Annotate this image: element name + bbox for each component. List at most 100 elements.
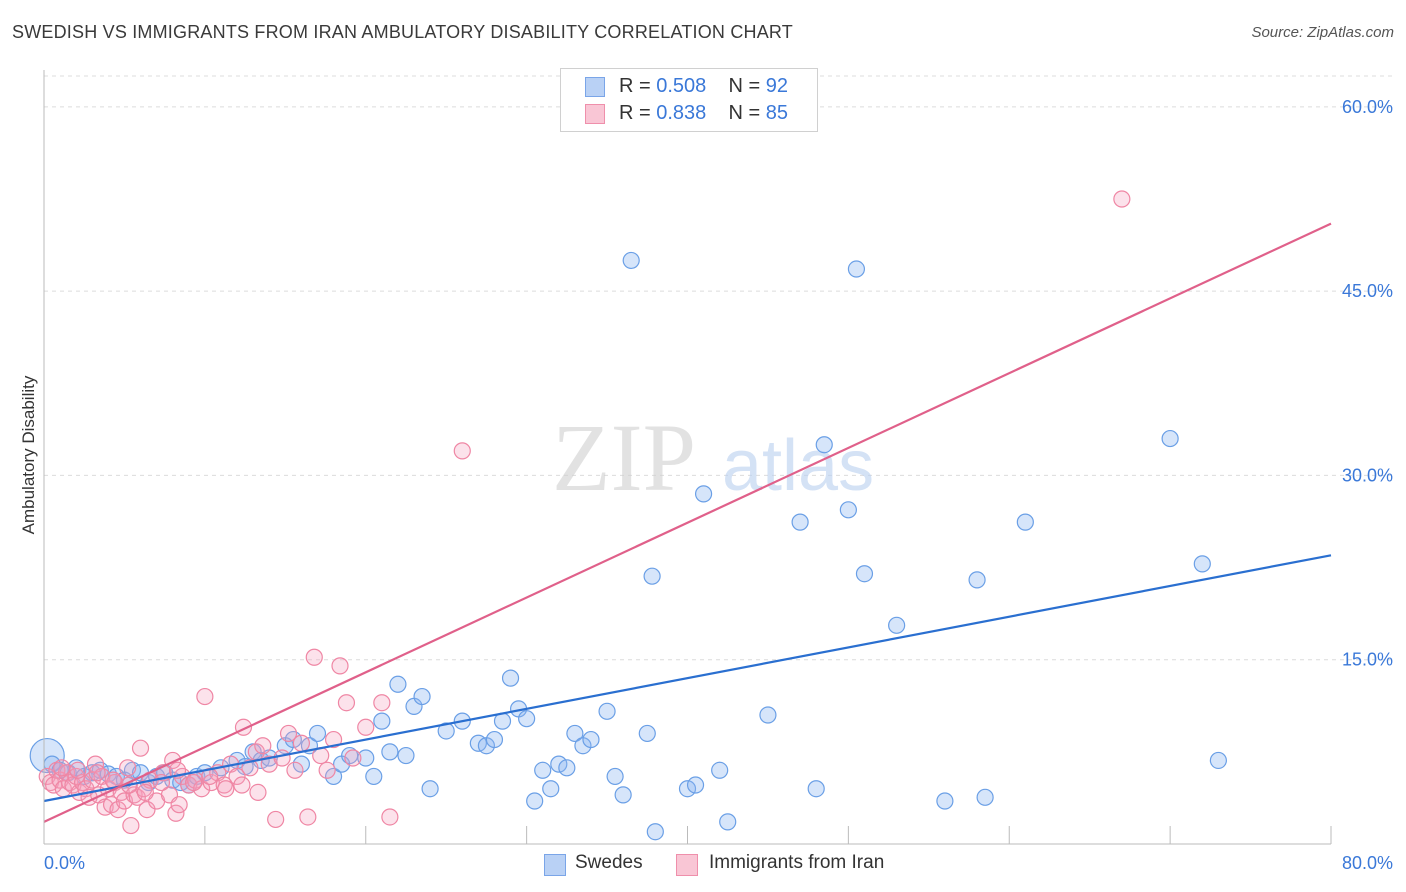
iran-swatch	[676, 854, 698, 876]
axes: 15.0% 30.0% 45.0% 60.0% 0.0% 80.0%	[43, 70, 1393, 873]
grid-lines	[44, 75, 1392, 661]
n-label: N =	[728, 75, 761, 97]
iran-swatch	[585, 104, 605, 124]
iran-point	[185, 773, 203, 792]
iran-point	[254, 737, 272, 755]
swedes-point	[791, 513, 809, 531]
watermark-zip: ZIP	[552, 404, 696, 511]
swedes-point	[719, 813, 737, 831]
watermark-atlas: atlas	[722, 426, 874, 506]
iran-point	[233, 776, 251, 794]
iran-point	[88, 764, 106, 782]
swedes-swatch	[585, 77, 605, 97]
swedes-point	[292, 755, 310, 773]
swedes-point	[815, 436, 833, 454]
swedes-point	[888, 616, 906, 634]
swedes-point	[1209, 751, 1227, 770]
swedes-point	[1161, 429, 1179, 448]
swedes-point	[839, 501, 857, 519]
swedes-point	[501, 669, 520, 687]
iran-point	[249, 783, 267, 802]
swedes-point	[694, 485, 713, 503]
iran-point	[373, 694, 391, 712]
iran-point	[228, 767, 246, 786]
iran-point	[381, 808, 399, 826]
iran-point	[53, 759, 71, 777]
iran-point	[1113, 190, 1131, 208]
swedes-swatch	[544, 854, 566, 876]
y-tick-label: 30.0%	[1342, 465, 1393, 485]
iran-point	[331, 657, 349, 675]
swedes-point	[534, 761, 552, 779]
iran-point	[128, 788, 146, 806]
y-tick-label: 15.0%	[1342, 650, 1393, 670]
iran-point	[119, 759, 137, 777]
data-points	[29, 190, 1227, 841]
swedes-point	[324, 767, 343, 786]
swedes-point	[437, 722, 455, 740]
swedes-point	[759, 706, 777, 724]
swedes-point	[976, 788, 994, 806]
swedes-point	[598, 702, 616, 720]
iran-point	[318, 761, 336, 779]
iran-point	[279, 724, 298, 743]
iran-point	[241, 759, 259, 777]
swedes-point	[614, 786, 632, 804]
swedes-point	[357, 749, 375, 767]
y-tick-label: 60.0%	[1342, 97, 1393, 117]
iran-point	[136, 783, 154, 802]
iran-point	[131, 739, 150, 757]
swedes-point	[566, 724, 584, 743]
iran-point	[305, 648, 323, 666]
source-label: Source: ZipAtlas.com	[1251, 24, 1394, 41]
x-tick-label: 0.0%	[44, 853, 85, 873]
swedes-point	[678, 780, 697, 798]
n-value: 85	[765, 102, 789, 124]
iran-point	[138, 800, 156, 819]
swedes-point	[1193, 555, 1211, 573]
iran-point	[202, 773, 220, 792]
r-value: 0.838	[656, 102, 707, 124]
swedes-point	[686, 776, 705, 794]
swedes-point	[397, 746, 415, 765]
swedes-point	[606, 767, 624, 786]
iran-point	[217, 780, 235, 798]
swedes-point	[622, 251, 640, 270]
swedes-point	[638, 724, 656, 743]
iran-point	[196, 687, 214, 706]
swedes-point	[1016, 513, 1034, 531]
swedes-point	[518, 710, 536, 728]
swedes-point	[855, 565, 874, 583]
trend-lines	[43, 222, 1332, 823]
correlation-legend: R = 0.508 N = 92 R = 0.838 N = 85	[560, 68, 818, 132]
swedes-point	[421, 780, 439, 798]
swedes-point	[807, 780, 825, 798]
swedes-point	[381, 743, 399, 761]
iran-point	[344, 749, 362, 767]
r-label: R =	[619, 75, 651, 97]
swedes-point	[365, 767, 383, 786]
iran-point	[286, 761, 304, 779]
n-label: N =	[728, 102, 761, 124]
swedes-point	[413, 687, 431, 706]
swedes-point	[558, 759, 576, 777]
r-label: R =	[619, 102, 651, 124]
swedes-point	[389, 675, 407, 693]
iran-point	[453, 442, 471, 460]
iran-trend-line	[43, 222, 1332, 823]
swedes-point	[847, 260, 866, 278]
legend-label: Swedes	[575, 852, 643, 873]
legend-label: Immigrants from Iran	[709, 852, 885, 873]
swedes-point	[968, 571, 986, 589]
iran-point	[267, 810, 285, 829]
swedes-point	[485, 730, 504, 749]
iran-point	[109, 800, 127, 819]
y-tick-label: 45.0%	[1342, 281, 1393, 301]
x-tick-label: 80.0%	[1342, 853, 1393, 873]
iran-point	[337, 694, 356, 712]
iran-point	[273, 749, 291, 767]
swedes-point	[582, 730, 600, 749]
chart-title: SWEDISH VS IMMIGRANTS FROM IRAN AMBULATO…	[12, 22, 793, 42]
swedes-point	[542, 780, 560, 798]
y-axis-label: Ambulatory Disability	[19, 375, 38, 534]
